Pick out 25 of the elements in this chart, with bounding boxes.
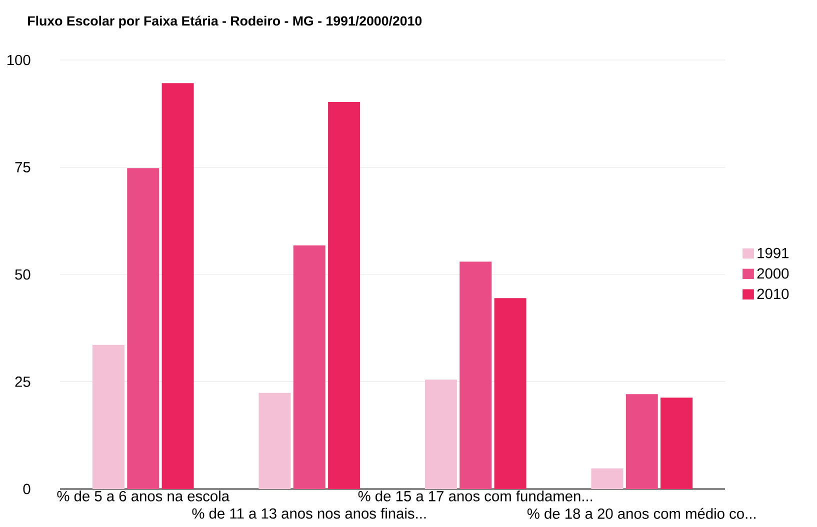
y-tick-label: 50 bbox=[15, 269, 30, 280]
bar bbox=[92, 344, 124, 489]
bar bbox=[328, 102, 360, 489]
x-tick-label: % de 18 a 20 anos com médio co... bbox=[527, 508, 756, 519]
bar bbox=[162, 83, 194, 489]
bar bbox=[660, 398, 693, 489]
bar bbox=[591, 468, 624, 489]
bar bbox=[494, 298, 526, 489]
legend-label: 2010 bbox=[757, 288, 789, 300]
y-tick-label: 25 bbox=[15, 376, 30, 387]
y-tick-label: 0 bbox=[23, 484, 30, 494]
bar bbox=[127, 168, 160, 489]
y-tick-label: 100 bbox=[7, 54, 30, 66]
x-tick-label: % de 5 a 6 anos na escola bbox=[57, 490, 230, 502]
x-tick-label: % de 11 a 13 anos nos anos finais... bbox=[192, 508, 426, 519]
chart-title: Fluxo Escolar por Faixa Etária - Rodeiro - MG - 1991/2000/2010 bbox=[28, 16, 422, 28]
y-tick-label: 75 bbox=[15, 162, 30, 172]
bar bbox=[258, 392, 291, 489]
bar bbox=[460, 262, 492, 489]
bar bbox=[626, 394, 658, 489]
bar bbox=[293, 245, 326, 489]
legend-label: 2000 bbox=[757, 268, 789, 279]
legend-label: 1991 bbox=[758, 248, 789, 258]
bar bbox=[424, 380, 457, 489]
x-tick-label: % de 15 a 17 anos com fundamen... bbox=[358, 490, 592, 502]
